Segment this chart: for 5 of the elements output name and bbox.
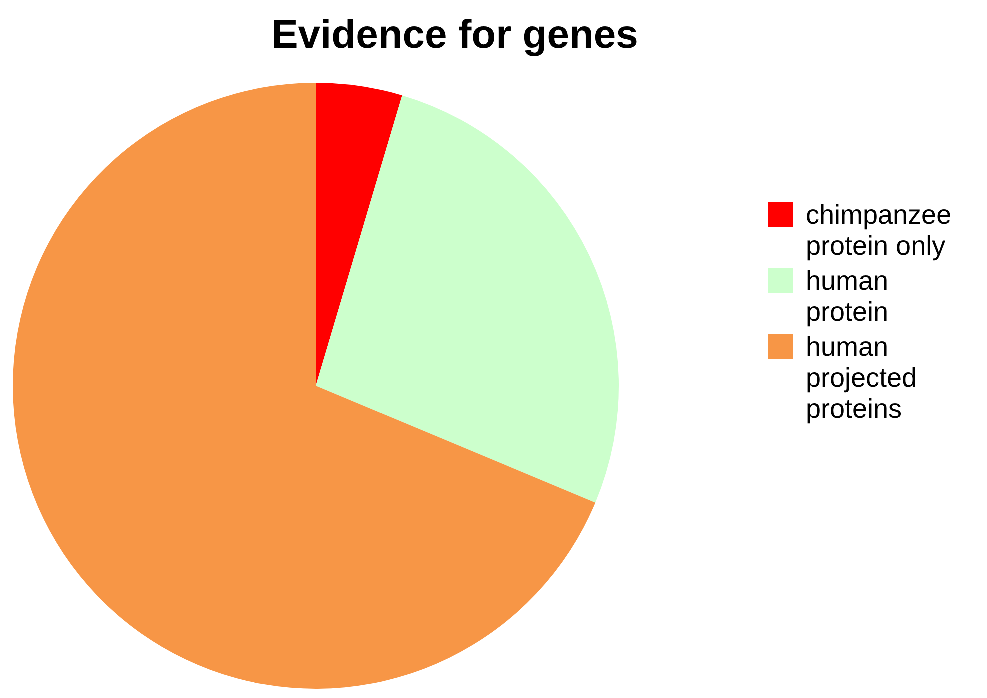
- pie-slice: [316, 96, 619, 503]
- legend-label: human projected proteins: [806, 332, 918, 424]
- pie-slice: [13, 83, 596, 689]
- chart-title: Evidence for genes: [272, 13, 638, 57]
- pie-slice: [316, 83, 402, 386]
